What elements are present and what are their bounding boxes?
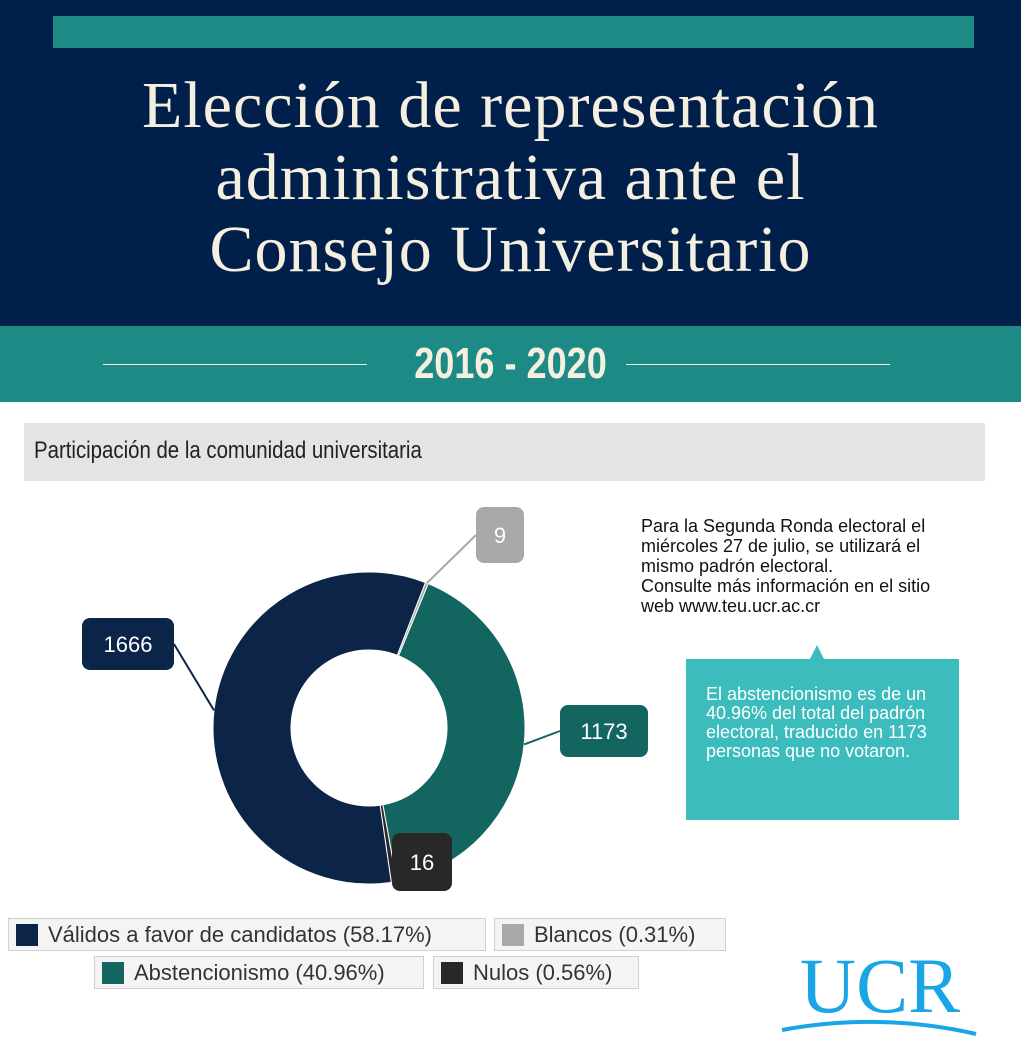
note-line: Consulte más información en el sitio	[641, 576, 931, 596]
callout-leader	[426, 534, 477, 584]
donut-chart: 1666 9 1173 16	[82, 507, 648, 891]
data-label: 1173	[580, 719, 627, 744]
callout-box	[392, 833, 452, 891]
legend-item-blancos: Blancos (0.31%)	[494, 918, 726, 951]
divider-right	[626, 364, 890, 365]
legend-label: Abstencionismo (40.96%)	[134, 959, 385, 985]
legend-swatch	[16, 923, 38, 946]
round-info-note: Para la Segunda Ronda electoral el miérc…	[641, 516, 981, 616]
legend-swatch	[102, 961, 124, 984]
donut-slice	[212, 571, 427, 885]
legend-item-nulos: Nulos (0.56%)	[433, 956, 639, 989]
callout-box	[560, 705, 648, 757]
legend-label: Nulos (0.56%)	[473, 959, 613, 985]
title-line: Consejo Universitario	[209, 213, 812, 286]
abstention-text: El abstencionismo es de un 40.96% del to…	[706, 684, 927, 761]
callout-leader	[523, 730, 561, 746]
years-label: 2016 - 2020	[414, 339, 607, 388]
legend-label: Válidos a favor de candidatos (58.17%)	[48, 921, 433, 947]
ucr-logo-text: UCR	[800, 942, 960, 1029]
title-line: Elección de representación	[142, 69, 879, 142]
header-banner: Elección de representación administrativ…	[0, 0, 1021, 326]
note-line: web www.teu.ucr.ac.cr	[641, 596, 821, 616]
logo-swoosh	[781, 1019, 977, 1036]
callout-box	[476, 507, 524, 563]
callout-leader	[173, 643, 215, 711]
data-label: 16	[410, 850, 434, 875]
divider-left	[103, 364, 367, 365]
ucr-logo: UCR	[781, 942, 977, 1036]
note-line: Para la Segunda Ronda electoral el	[641, 516, 926, 536]
section-heading: Participación de la comunidad universita…	[24, 423, 985, 481]
legend-item-validos: Válidos a favor de candidatos (58.17%)	[8, 918, 486, 951]
top-accent-bar	[53, 16, 974, 48]
title-line: administrativa ante el	[215, 141, 806, 214]
section-heading-text: Participación de la comunidad universita…	[34, 437, 422, 464]
data-label: 9	[494, 523, 506, 548]
note-line: miércoles 27 de julio, se utilizará el	[641, 536, 921, 556]
note-line: mismo padrón electoral.	[641, 556, 834, 576]
legend-label: Blancos (0.31%)	[534, 921, 696, 947]
abstention-callout: El abstencionismo es de un 40.96% del to…	[686, 645, 959, 820]
callout-box	[82, 618, 174, 670]
years-band: 2016 - 2020	[0, 326, 1021, 402]
legend-item-abstencionismo: Abstencionismo (40.96%)	[94, 956, 424, 989]
legend-swatch	[441, 961, 463, 984]
data-label: 1666	[104, 632, 153, 657]
page-title: Elección de representación administrativ…	[0, 70, 1021, 286]
legend-swatch	[502, 923, 524, 946]
